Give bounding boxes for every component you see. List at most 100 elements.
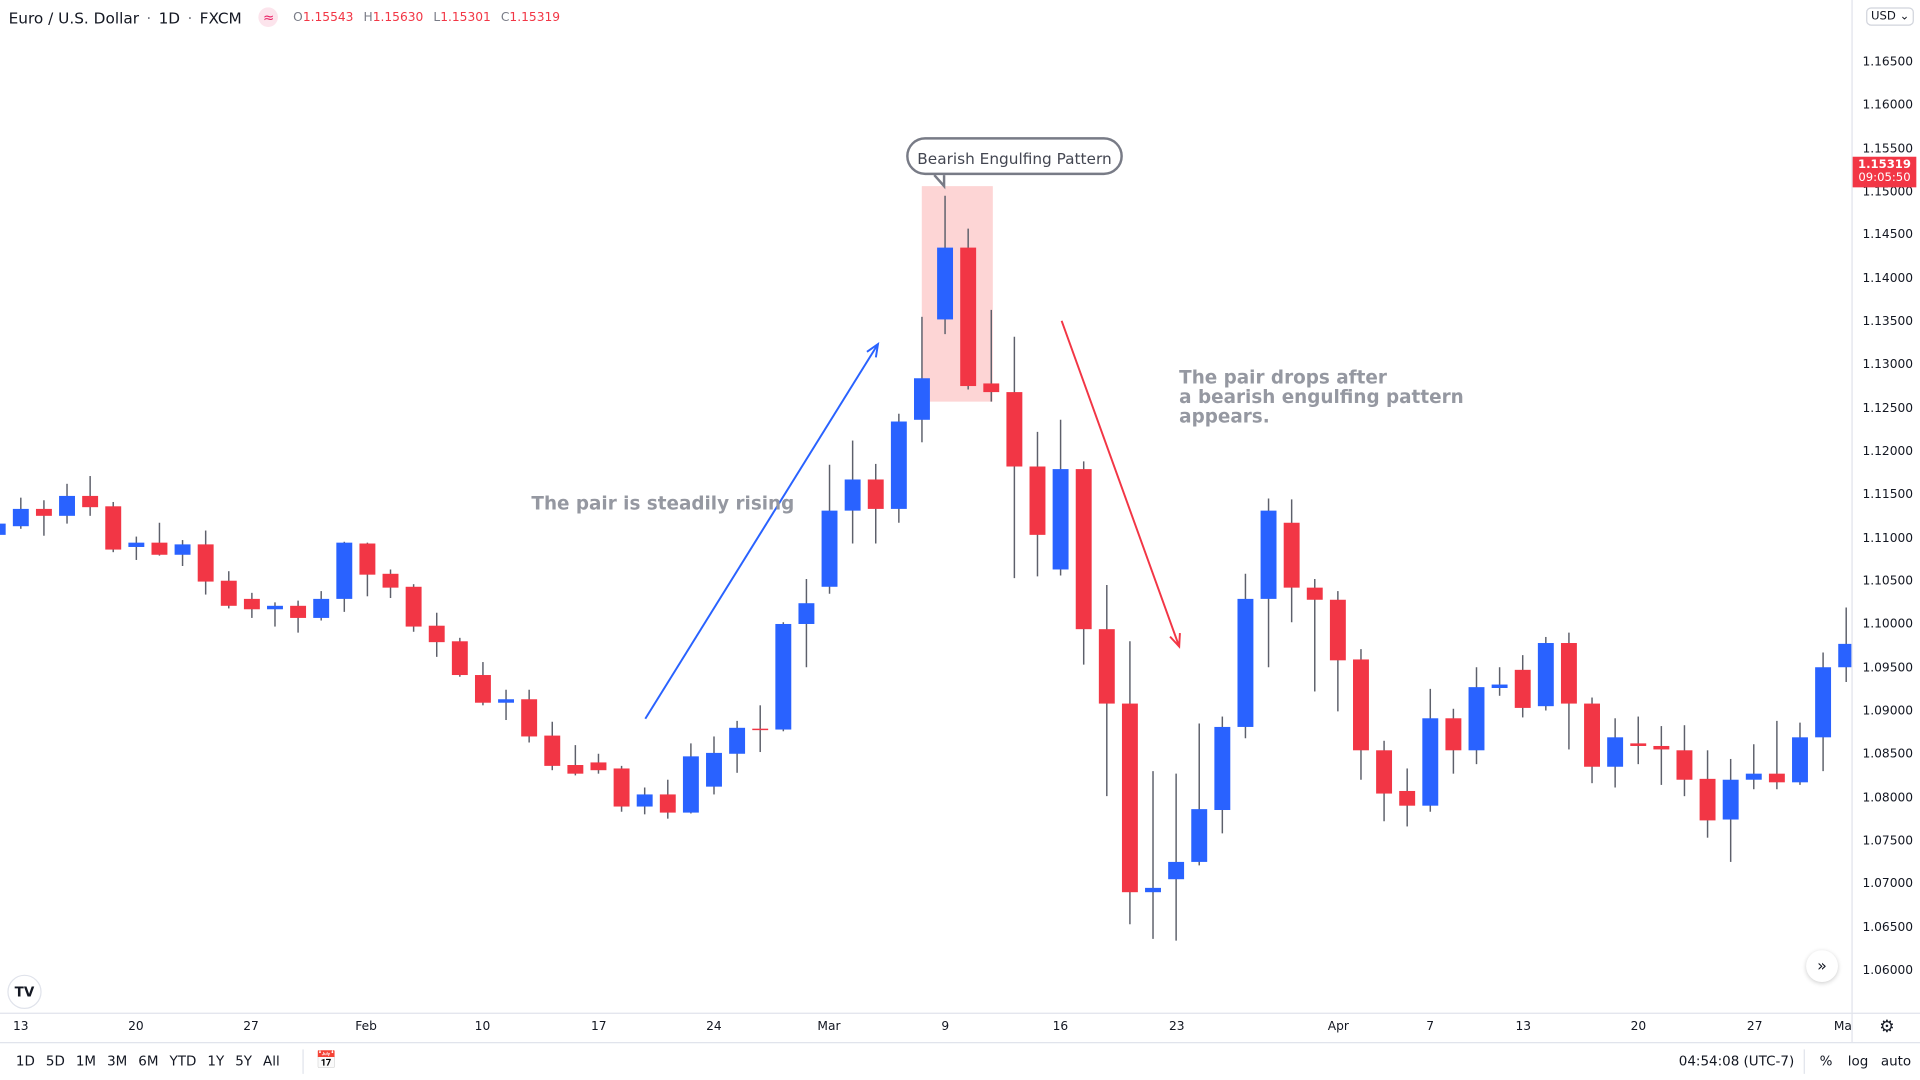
candle-body: [798, 603, 815, 624]
clock: 04:54:08 (UTC-7): [1678, 1053, 1795, 1069]
range-buttons: 1D 5D 1M 3M 6M YTD 1Y 5Y All: [16, 1053, 291, 1069]
candle: [590, 753, 607, 774]
candle: [1168, 773, 1185, 941]
candle-body: [1584, 703, 1600, 767]
separator: ·: [187, 7, 193, 27]
candle: [1075, 461, 1092, 665]
candle: [1121, 641, 1138, 925]
candle: [290, 600, 307, 633]
price-tick-label: 1.14500: [1862, 228, 1914, 243]
time-tick-label: Apr: [1327, 1020, 1349, 1034]
candle: [359, 542, 376, 597]
range-button-ytd[interactable]: YTD: [169, 1053, 197, 1069]
range-button-6m[interactable]: 6M: [138, 1053, 159, 1069]
candle-body: [1121, 703, 1138, 893]
range-button-1m[interactable]: 1M: [75, 1053, 97, 1069]
callout-bearish-engulfing[interactable]: Bearish Engulfing Pattern: [906, 137, 1123, 176]
price-tick-label: 1.12500: [1862, 401, 1914, 416]
time-tick-label: 27: [243, 1020, 259, 1034]
price-tick-label: 1.13500: [1862, 315, 1914, 329]
scroll-to-realtime-button[interactable]: »: [1806, 950, 1838, 983]
tradingview-logo[interactable]: TV: [7, 974, 42, 1009]
price-axis[interactable]: 1.06000 1.06500 1.07000 1.07500 1.08000 1.085…: [1851, 0, 1920, 1013]
candle-body: [1075, 469, 1092, 630]
annotation-drops[interactable]: The pair drops after a bearish engulfing…: [1179, 367, 1464, 426]
candle-body: [59, 495, 75, 516]
candle: [313, 591, 330, 621]
candle: [1607, 718, 1624, 788]
market-status-icon[interactable]: ≈: [258, 7, 279, 27]
candle: [798, 578, 815, 668]
candle-body: [1445, 718, 1462, 751]
time-axis[interactable]: 13 20 27 Feb 10 17 24 Mar 9 16 23 Apr 7 13 20 27 Ma: [0, 1012, 1852, 1042]
price-tick-label: 1.08500: [1862, 747, 1914, 762]
price-chart[interactable]: [0, 0, 1852, 1013]
candle: [1283, 499, 1300, 623]
candle: [960, 228, 977, 390]
candle-body: [1722, 779, 1739, 820]
candle: [1306, 578, 1323, 692]
time-tick-label: 20: [1630, 1020, 1647, 1034]
candle: [1353, 649, 1369, 780]
price-tick-label: 1.06000: [1862, 964, 1914, 978]
candle: [35, 500, 52, 536]
candle-body: [12, 508, 29, 527]
percent-toggle[interactable]: %: [1819, 1053, 1833, 1069]
candle: [1260, 498, 1277, 668]
candle-body: [174, 544, 191, 555]
candle-body: [1376, 750, 1393, 794]
candle: [729, 720, 746, 773]
candle-body: [498, 699, 515, 703]
candle: [567, 745, 584, 776]
range-button-5d[interactable]: 5D: [45, 1053, 65, 1069]
candle-body: [567, 765, 584, 774]
settings-gear-icon[interactable]: ⚙: [1851, 1012, 1920, 1043]
candle: [1745, 744, 1762, 790]
candle: [174, 540, 191, 567]
candle-body: [336, 542, 353, 599]
candle-body: [521, 699, 538, 737]
auto-toggle[interactable]: auto: [1880, 1053, 1912, 1069]
currency-dropdown[interactable]: USD ⌄: [1866, 7, 1915, 26]
candle: [1560, 632, 1577, 750]
candle-body: [1537, 643, 1554, 707]
price-tick-label: 1.07500: [1862, 834, 1914, 848]
time-tick-label: 20: [128, 1020, 144, 1034]
time-tick-label: 13: [1515, 1020, 1532, 1034]
range-button-5y[interactable]: 5Y: [235, 1053, 252, 1069]
log-toggle[interactable]: log: [1847, 1053, 1869, 1069]
range-button-all[interactable]: All: [263, 1053, 280, 1069]
range-button-1d[interactable]: 1D: [15, 1053, 35, 1069]
candle: [844, 440, 861, 544]
go-to-date-calendar-icon[interactable]: 📅: [315, 1050, 338, 1071]
open-key: O: [293, 10, 303, 24]
candle-body: [1145, 887, 1161, 893]
interval-label[interactable]: 1D: [158, 7, 181, 27]
separator: ·: [146, 7, 152, 27]
price-tick-label: 1.09000: [1862, 704, 1914, 719]
annotation-rising[interactable]: The pair is steadily rising: [531, 492, 795, 515]
candle-body: [752, 728, 769, 731]
drop-arrow-line: [1060, 320, 1181, 647]
candle: [382, 569, 399, 599]
range-button-1y[interactable]: 1Y: [207, 1053, 225, 1069]
candle: [82, 476, 99, 516]
candle-body: [1514, 669, 1531, 708]
candle-body: [151, 542, 168, 555]
candle: [243, 592, 260, 618]
drop-arrow-head: [1169, 633, 1181, 649]
candle-body: [1214, 726, 1231, 811]
candle-body: [844, 479, 861, 511]
candle: [1052, 419, 1069, 576]
range-button-3m[interactable]: 3M: [107, 1053, 128, 1069]
candle-body: [128, 542, 145, 547]
candle-body: [1468, 687, 1485, 751]
candle: [682, 743, 699, 814]
candle: [821, 464, 838, 594]
symbol-name[interactable]: Euro / U.S. Dollar: [8, 7, 139, 27]
candle-body: [405, 586, 422, 627]
candle-body: [890, 421, 907, 509]
candle: [1376, 740, 1393, 822]
candle-body: [1699, 778, 1716, 821]
